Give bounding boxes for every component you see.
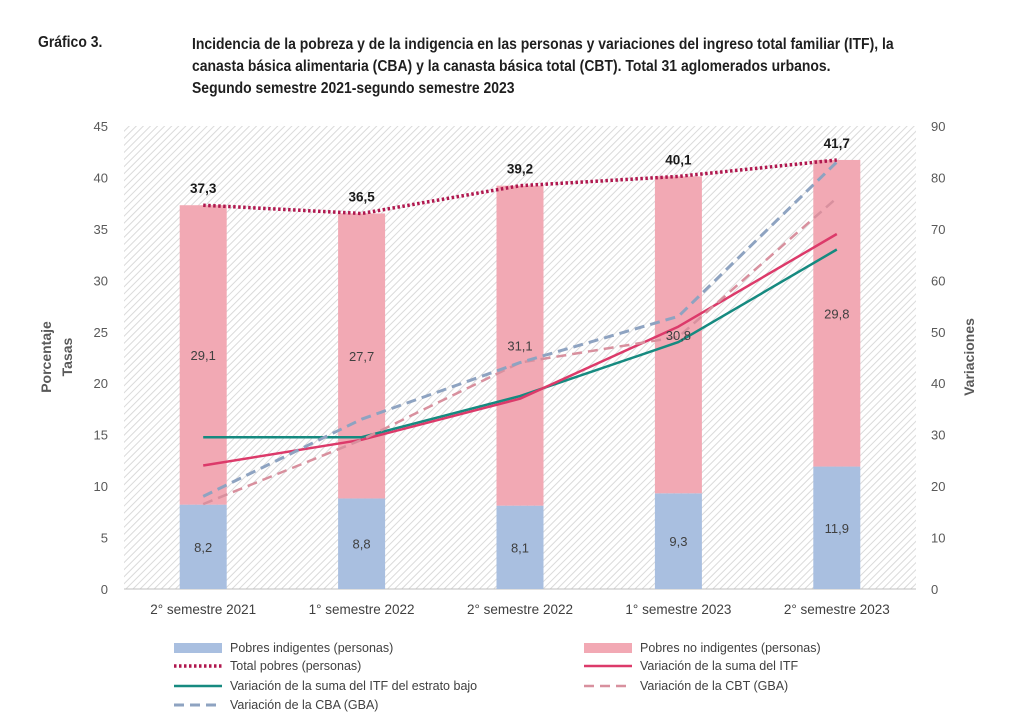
bar-indigentes bbox=[338, 498, 386, 589]
line-total-pobres bbox=[203, 158, 837, 216]
y-left-axis-title-line-1: Porcentaje bbox=[38, 321, 54, 393]
data-label-no-indigentes: 30,8 bbox=[666, 328, 691, 343]
data-label-total-pobres: 41,7 bbox=[824, 136, 850, 151]
y-left-tick-label: 35 bbox=[94, 222, 108, 237]
legend-label-no-indigentes: Pobres no indigentes (personas) bbox=[640, 641, 821, 655]
x-axis-category-label: 2° semestre 2023 bbox=[784, 602, 890, 617]
y-left-tick-label: 40 bbox=[94, 170, 108, 185]
x-axis-categories: 2° semestre 2021 1° semestre 2022 2° semes… bbox=[150, 602, 890, 617]
chart-title-line-3: Segundo semestre 2021-segundo semestre 2… bbox=[192, 80, 515, 97]
y-right-tick-label: 80 bbox=[931, 170, 945, 185]
data-label-no-indigentes: 29,1 bbox=[191, 348, 216, 363]
legend-label-indigentes: Pobres indigentes (personas) bbox=[230, 641, 393, 655]
y-right-tick-label: 60 bbox=[931, 273, 945, 288]
line-variacion-cba bbox=[202, 160, 838, 498]
legend-label-cba: Variación de la CBA (GBA) bbox=[230, 698, 378, 712]
y-left-tick-label: 0 bbox=[101, 582, 108, 597]
y-left-tick-label: 5 bbox=[101, 531, 108, 546]
bar-no-indigentes bbox=[496, 185, 544, 506]
y-right-tick-label: 70 bbox=[931, 222, 945, 237]
data-label-indigentes: 8,2 bbox=[194, 540, 212, 555]
bar-no-indigentes bbox=[338, 213, 386, 499]
data-label-indigentes: 8,1 bbox=[511, 540, 529, 555]
line-variacion-itf-estrato-bajo bbox=[203, 248, 838, 439]
bar-indigentes bbox=[179, 504, 227, 589]
data-label-no-indigentes: 31,1 bbox=[507, 339, 532, 354]
y-right-ticks: 0 10 20 30 40 50 60 70 80 90 bbox=[931, 119, 945, 597]
y-right-tick-label: 50 bbox=[931, 325, 945, 340]
data-label-total-pobres: 37,3 bbox=[190, 181, 217, 196]
data-label-indigentes: 8,8 bbox=[353, 537, 371, 552]
legend-swatch-indigentes bbox=[174, 643, 222, 653]
chart-title-line-1: Incidencia de la pobreza y de la indigen… bbox=[192, 36, 894, 53]
y-left-tick-label: 10 bbox=[94, 479, 108, 494]
data-label-total-pobres: 36,5 bbox=[348, 189, 375, 204]
x-axis-category-label: 2° semestre 2021 bbox=[150, 602, 256, 617]
y-left-tick-label: 25 bbox=[94, 325, 108, 340]
legend-swatch-no-indigentes bbox=[584, 643, 632, 653]
legend-label-total-pobres: Total pobres (personas) bbox=[230, 659, 361, 673]
data-label-no-indigentes: 27,7 bbox=[349, 349, 374, 364]
lines-group bbox=[202, 158, 838, 506]
data-label-total-pobres: 39,2 bbox=[507, 162, 533, 177]
x-axis-category-label: 1° semestre 2022 bbox=[309, 602, 415, 617]
y-right-tick-label: 30 bbox=[931, 428, 945, 443]
chart-title-line-2: canasta básica alimentaria (CBA) y la ca… bbox=[192, 58, 831, 75]
y-right-tick-label: 0 bbox=[931, 582, 938, 597]
line-variacion-itf bbox=[202, 232, 838, 467]
data-labels-group: 8,2 29,1 8,8 27,7 8,1 31,1 9,3 30,8 11,9 29,8 37,3… bbox=[190, 136, 850, 555]
legend-label-itf: Variación de la suma del ITF bbox=[640, 659, 799, 673]
line-variacion-cbt bbox=[202, 197, 838, 506]
y-right-tick-label: 90 bbox=[931, 119, 945, 134]
y-left-ticks: 0 5 10 15 20 25 30 35 40 45 bbox=[94, 119, 108, 597]
legend-label-itf-bajo: Variación de la suma del ITF del estrato… bbox=[230, 679, 477, 693]
data-label-no-indigentes: 29,8 bbox=[824, 306, 849, 321]
bar-indigentes bbox=[654, 493, 702, 589]
y-left-axis-title-line-2: Tasas bbox=[59, 337, 75, 376]
y-left-tick-label: 45 bbox=[94, 119, 108, 134]
x-axis-category-label: 2° semestre 2022 bbox=[467, 602, 573, 617]
figure-label: Gráfico 3. bbox=[38, 34, 103, 51]
y-right-tick-label: 20 bbox=[931, 479, 945, 494]
legend: Pobres indigentes (personas) Pobres no i… bbox=[174, 641, 821, 712]
bar-indigentes bbox=[496, 505, 544, 589]
y-right-tick-label: 10 bbox=[931, 531, 945, 546]
data-label-indigentes: 11,9 bbox=[825, 521, 849, 536]
bar-no-indigentes bbox=[179, 205, 227, 505]
y-left-tick-label: 20 bbox=[94, 376, 108, 391]
y-right-axis-title: Variaciones bbox=[961, 318, 977, 396]
y-right-tick-label: 40 bbox=[931, 376, 945, 391]
y-left-tick-label: 15 bbox=[94, 428, 108, 443]
y-left-tick-label: 30 bbox=[94, 273, 108, 288]
bar-indigentes bbox=[813, 466, 861, 589]
chart-title: Incidencia de la pobreza y de la indigen… bbox=[192, 34, 975, 100]
legend-label-cbt: Variación de la CBT (GBA) bbox=[640, 679, 788, 693]
x-axis-category-label: 1° semestre 2023 bbox=[625, 602, 731, 617]
data-label-total-pobres: 40,1 bbox=[665, 152, 692, 167]
data-label-indigentes: 9,3 bbox=[669, 534, 687, 549]
